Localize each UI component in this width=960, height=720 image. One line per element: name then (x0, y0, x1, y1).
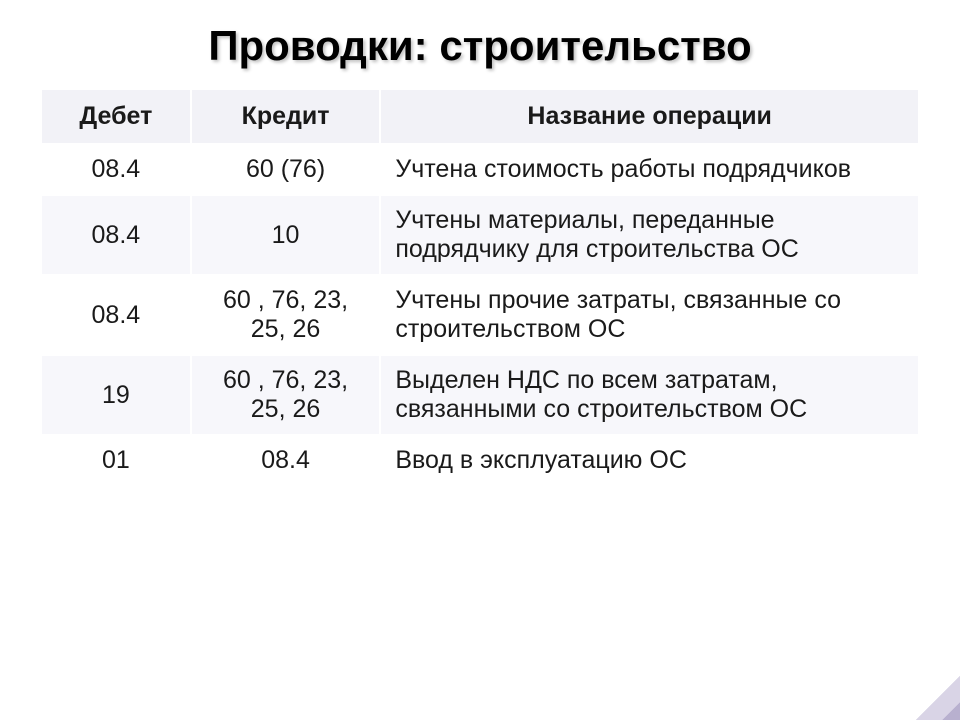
cell-name: Учтена стоимость работы подрядчиков (380, 144, 919, 195)
col-header-debit: Дебет (41, 89, 191, 144)
cell-debit: 01 (41, 435, 191, 486)
table-row: 08.4 60 , 76, 23, 25, 26 Учтены прочие з… (41, 275, 919, 355)
cell-name: Учтены прочие затраты, связанные со стро… (380, 275, 919, 355)
cell-credit: 60 , 76, 23, 25, 26 (191, 275, 381, 355)
table-row: 08.4 10 Учтены материалы, переданные под… (41, 195, 919, 275)
table-row: 01 08.4 Ввод в эксплуатацию ОС (41, 435, 919, 486)
cell-debit: 19 (41, 355, 191, 435)
entries-table: Дебет Кредит Название операции 08.4 60 (… (40, 88, 920, 487)
table-row: 19 60 , 76, 23, 25, 26 Выделен НДС по вс… (41, 355, 919, 435)
cell-debit: 08.4 (41, 275, 191, 355)
cell-credit: 10 (191, 195, 381, 275)
page-title: Проводки: строительство (0, 0, 960, 88)
cell-credit: 60 , 76, 23, 25, 26 (191, 355, 381, 435)
table-row: 08.4 60 (76) Учтена стоимость работы под… (41, 144, 919, 195)
col-header-name: Название операции (380, 89, 919, 144)
cell-credit: 60 (76) (191, 144, 381, 195)
cell-debit: 08.4 (41, 195, 191, 275)
table-header-row: Дебет Кредит Название операции (41, 89, 919, 144)
col-header-credit: Кредит (191, 89, 381, 144)
cell-name: Выделен НДС по всем затратам, связанными… (380, 355, 919, 435)
page-corner-fold-icon (916, 676, 960, 720)
cell-debit: 08.4 (41, 144, 191, 195)
cell-name: Учтены материалы, переданные подрядчику … (380, 195, 919, 275)
cell-credit: 08.4 (191, 435, 381, 486)
cell-name: Ввод в эксплуатацию ОС (380, 435, 919, 486)
